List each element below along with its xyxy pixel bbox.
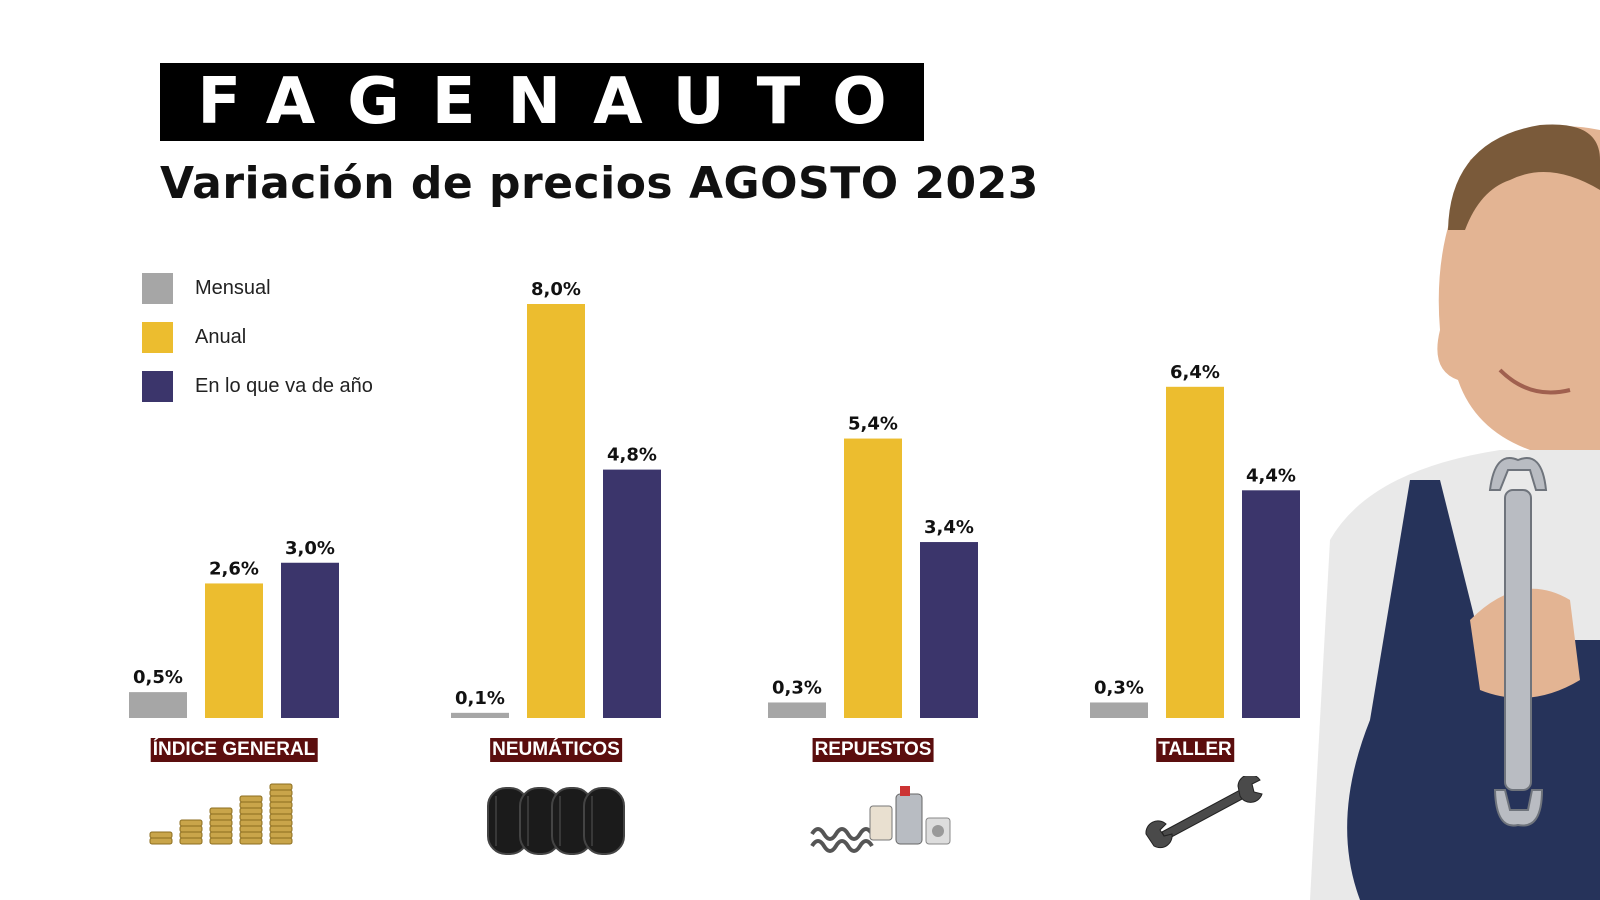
data-label-1-2: 4,8% <box>607 445 657 466</box>
bar-2-0 <box>768 702 826 718</box>
legend: Mensual Anual En lo que va de año <box>142 272 373 419</box>
data-label-0-2: 3,0% <box>285 538 335 559</box>
bar-1-0 <box>451 712 509 718</box>
legend-item-anio: En lo que va de año <box>142 370 373 402</box>
fagenauto-logo: FAGENAUTO <box>160 63 924 141</box>
category-label-0: ÍNDICE GENERAL <box>150 738 318 762</box>
bar-0-0 <box>129 692 187 718</box>
data-label-3-1: 6,4% <box>1170 362 1220 383</box>
legend-label-anio: En lo que va de año <box>195 374 373 397</box>
legend-item-mensual: Mensual <box>142 272 373 304</box>
bar-3-1 <box>1166 386 1224 718</box>
legend-swatch-anio <box>142 370 173 402</box>
data-label-3-0: 0,3% <box>1094 677 1144 698</box>
legend-label-mensual: Mensual <box>195 276 271 299</box>
legend-swatch-anual <box>142 321 173 353</box>
category-label-3: TALLER <box>1156 738 1234 762</box>
wrench-icon <box>1145 776 1263 849</box>
data-label-0-0: 0,5% <box>133 667 183 688</box>
chart-title: Variación de precios AGOSTO 2023 <box>160 158 1039 209</box>
data-label-2-0: 0,3% <box>772 677 822 698</box>
bar-2-1 <box>844 438 902 718</box>
bar-0-2 <box>281 562 339 718</box>
mechanic-photo <box>1310 124 1600 900</box>
legend-item-anual: Anual <box>142 321 373 353</box>
category-label-1: NEUMÁTICOS <box>490 738 622 762</box>
bar-1-1 <box>527 304 585 718</box>
tires-icon <box>487 787 625 855</box>
data-label-2-2: 3,4% <box>924 517 974 538</box>
bar-3-2 <box>1242 490 1300 718</box>
coin-stacks-icon <box>149 783 293 845</box>
legend-label-anual: Anual <box>195 325 247 348</box>
bar-1-2 <box>603 469 661 718</box>
data-label-3-2: 4,4% <box>1246 465 1296 486</box>
data-label-2-1: 5,4% <box>848 414 898 435</box>
bar-0-1 <box>205 583 263 718</box>
car-parts-icon <box>810 786 951 853</box>
legend-swatch-mensual <box>142 272 173 304</box>
category-label-2: REPUESTOS <box>812 738 934 762</box>
bar-2-2 <box>920 542 978 718</box>
bar-3-0 <box>1090 702 1148 718</box>
data-label-1-1: 8,0% <box>531 279 581 300</box>
data-label-0-1: 2,6% <box>209 558 259 579</box>
data-label-1-0: 0,1% <box>455 688 505 709</box>
